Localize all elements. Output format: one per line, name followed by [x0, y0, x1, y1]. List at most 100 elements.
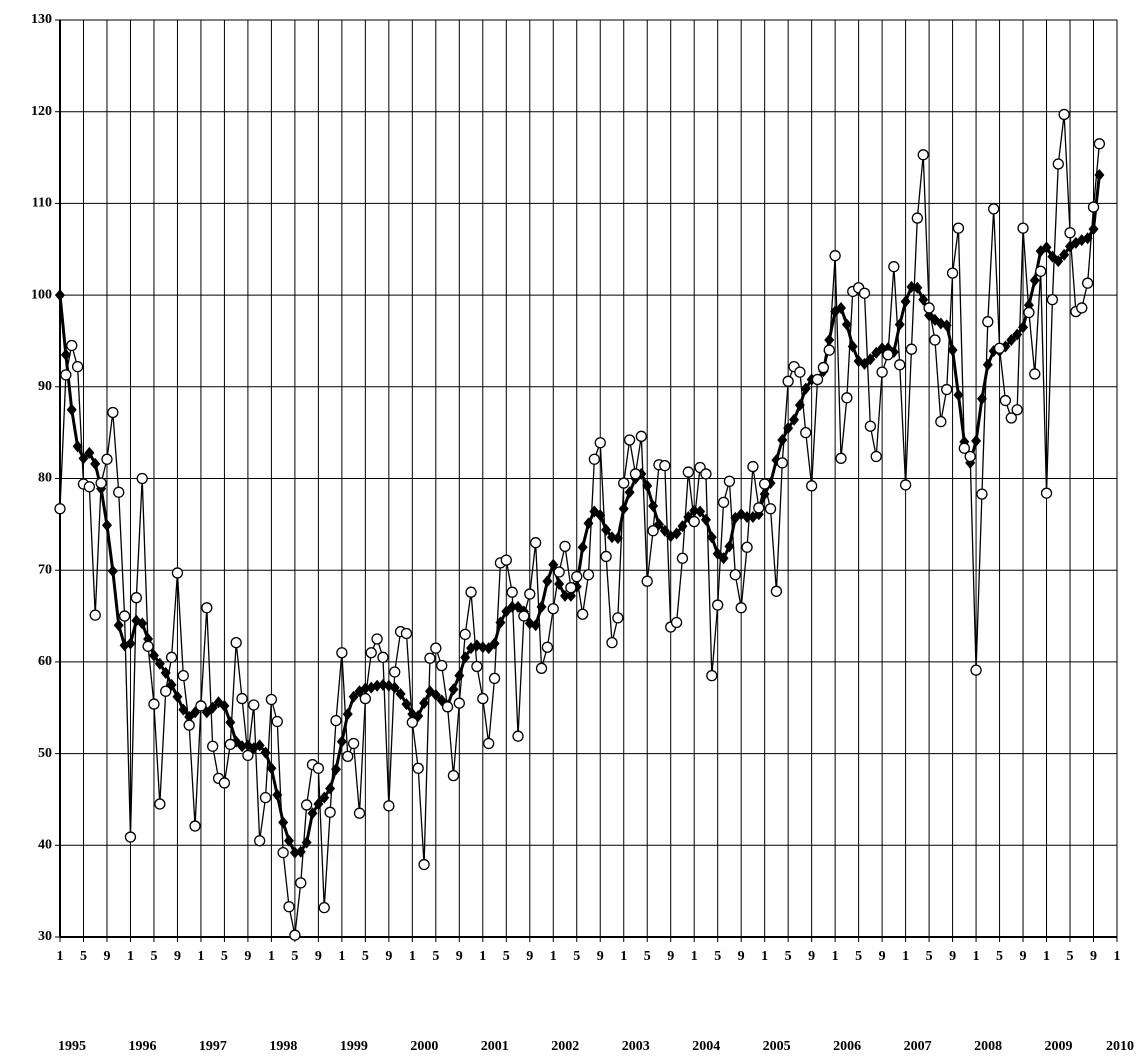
diamond-marker	[747, 511, 758, 524]
diamond-marker	[976, 392, 987, 405]
x-tick-label: 1	[409, 949, 416, 964]
circle-marker	[259, 791, 272, 804]
circle-marker	[195, 700, 207, 712]
x-tick-label: 1	[479, 949, 486, 964]
circle-marker	[1093, 138, 1106, 150]
diamond-marker	[360, 682, 371, 695]
circle-marker	[289, 929, 301, 941]
circle-marker	[688, 515, 700, 528]
circle-marker	[477, 692, 489, 705]
diamond-marker	[941, 319, 952, 332]
circle-marker	[1029, 368, 1041, 380]
diamond-marker	[1094, 168, 1105, 181]
diamond-marker	[794, 399, 805, 412]
circle-marker	[518, 610, 530, 622]
circle-marker	[418, 858, 430, 871]
circle-marker	[347, 737, 360, 750]
year-label: 2009	[1045, 1039, 1073, 1054]
circle-marker	[911, 212, 923, 224]
diamond-marker	[601, 523, 612, 536]
diamond-marker	[642, 479, 653, 492]
circle-marker	[659, 460, 671, 472]
circle-marker	[236, 692, 248, 705]
x-tick-label: 9	[949, 949, 956, 964]
y-tick-label: 100	[31, 287, 52, 302]
y-tick-label: 30	[38, 929, 52, 944]
circle-marker	[500, 554, 512, 566]
circle-marker	[747, 460, 759, 473]
circle-marker	[436, 659, 448, 672]
diamond-marker	[836, 301, 847, 314]
diamond-marker	[401, 698, 412, 711]
circle-marker	[265, 693, 278, 706]
x-tick-label: 1	[620, 949, 627, 964]
diamond-marker	[278, 816, 289, 829]
circle-marker	[312, 762, 325, 774]
circle-marker	[641, 575, 653, 587]
diamond-marker	[90, 457, 101, 470]
diamond-marker	[113, 619, 124, 632]
circle-marker	[741, 541, 753, 553]
y-tick-label: 130	[31, 12, 52, 27]
diamond-marker	[78, 452, 89, 465]
circle-marker	[565, 581, 577, 594]
circle-marker	[905, 343, 918, 355]
diamond-marker	[460, 651, 471, 664]
circle-marker	[1058, 108, 1070, 121]
circle-marker	[764, 503, 777, 515]
circle-marker	[201, 602, 213, 614]
circle-marker	[271, 715, 283, 728]
circle-marker	[459, 628, 471, 641]
circle-marker	[888, 261, 900, 273]
circle-marker	[735, 602, 747, 614]
diamond-marker	[160, 666, 171, 679]
diamond-marker	[624, 486, 635, 499]
circle-marker	[1005, 412, 1017, 424]
circle-marker	[336, 647, 348, 659]
circle-marker	[670, 616, 683, 629]
x-tick-label: 1	[973, 949, 980, 964]
x-tick-label: 9	[456, 949, 463, 964]
circle-marker	[647, 525, 659, 537]
diamond-marker	[342, 708, 353, 721]
diamond-marker	[137, 617, 148, 630]
circle-marker	[706, 670, 718, 682]
diamond-marker	[906, 280, 917, 293]
circle-marker	[682, 466, 694, 478]
diamond-marker	[595, 509, 606, 522]
circle-marker	[1087, 201, 1100, 213]
x-tick-label: 9	[808, 949, 815, 964]
diamond-marker	[565, 589, 576, 602]
circle-marker	[359, 692, 372, 705]
circle-marker	[124, 831, 137, 843]
x-tick-label: 1	[1043, 949, 1050, 964]
diamond-marker	[295, 845, 306, 858]
circle-marker	[753, 502, 765, 514]
circle-marker	[559, 540, 571, 553]
y-tick-label: 60	[38, 654, 52, 669]
x-tick-label: 5	[573, 949, 580, 964]
x-tick-label: 5	[221, 949, 228, 964]
circle-marker	[582, 569, 595, 581]
x-tick-label: 1	[57, 949, 64, 964]
circle-marker	[958, 442, 970, 454]
circle-marker	[230, 636, 242, 649]
circle-marker	[512, 730, 524, 742]
circle-marker	[952, 222, 965, 234]
circle-marker	[929, 334, 941, 346]
circle-marker	[612, 612, 624, 624]
circle-marker	[430, 642, 442, 654]
diamond-marker	[389, 681, 400, 694]
x-tick-label: 1	[832, 949, 839, 964]
circle-marker	[400, 627, 413, 640]
diamond-marker	[542, 575, 553, 588]
diamond-marker	[1053, 255, 1064, 268]
circle-marker	[1076, 302, 1088, 314]
circle-marker	[899, 479, 912, 491]
x-tick-label: 1	[268, 949, 275, 964]
diamond-marker	[313, 798, 324, 811]
circle-marker	[95, 477, 107, 489]
circle-marker	[629, 468, 642, 480]
diamond-marker	[225, 716, 236, 729]
